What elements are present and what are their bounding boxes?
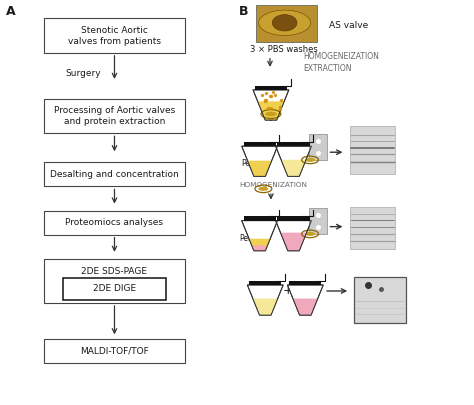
Ellipse shape [258, 187, 268, 191]
Text: E1: E1 [257, 299, 267, 308]
FancyBboxPatch shape [309, 208, 327, 234]
Text: 2DE SDS-PAGE: 2DE SDS-PAGE [82, 267, 147, 276]
Text: +: + [283, 284, 293, 298]
Ellipse shape [305, 232, 315, 236]
Polygon shape [247, 161, 272, 176]
Text: AS valve: AS valve [329, 21, 368, 30]
Text: A: A [6, 5, 16, 18]
Polygon shape [287, 285, 323, 315]
FancyBboxPatch shape [309, 134, 327, 160]
Polygon shape [242, 221, 277, 251]
Polygon shape [242, 146, 277, 176]
Text: Pellet: Pellet [241, 159, 262, 168]
Text: Desalting and concentration: Desalting and concentration [50, 170, 179, 179]
Text: HOMOGENEIZATION
EXTRACTION: HOMOGENEIZATION EXTRACTION [303, 53, 379, 72]
Polygon shape [253, 90, 289, 120]
Polygon shape [281, 232, 307, 251]
Polygon shape [253, 298, 278, 315]
FancyBboxPatch shape [354, 277, 406, 323]
FancyBboxPatch shape [44, 162, 185, 186]
Polygon shape [244, 142, 276, 146]
Text: MALDI-TOF/TOF: MALDI-TOF/TOF [80, 347, 149, 356]
Polygon shape [258, 101, 284, 120]
FancyBboxPatch shape [44, 339, 185, 363]
Polygon shape [255, 85, 287, 90]
Polygon shape [247, 285, 283, 315]
FancyBboxPatch shape [44, 19, 185, 53]
Text: E1: E1 [286, 159, 296, 168]
Text: Pellet: Pellet [239, 234, 261, 243]
Text: Proteomiocs analyses: Proteomiocs analyses [65, 218, 164, 227]
Text: E2: E2 [297, 299, 307, 308]
Ellipse shape [265, 112, 277, 116]
Polygon shape [249, 281, 282, 285]
Polygon shape [253, 245, 266, 251]
Text: 3 × PBS washes: 3 × PBS washes [250, 45, 318, 54]
FancyBboxPatch shape [44, 211, 185, 234]
Ellipse shape [305, 158, 315, 162]
Text: 2DE DIGE: 2DE DIGE [93, 284, 136, 294]
Text: E2: E2 [286, 234, 296, 243]
Polygon shape [293, 298, 318, 315]
Polygon shape [276, 221, 311, 251]
Polygon shape [289, 281, 321, 285]
Polygon shape [277, 216, 310, 221]
Polygon shape [281, 160, 306, 176]
FancyBboxPatch shape [44, 259, 185, 303]
FancyBboxPatch shape [350, 207, 395, 249]
Text: Stenotic Aortic
valves from patients: Stenotic Aortic valves from patients [68, 26, 161, 46]
FancyBboxPatch shape [44, 99, 185, 133]
Text: B: B [239, 5, 249, 18]
Text: Processing of Aortic valves
and protein extraction: Processing of Aortic valves and protein … [54, 106, 175, 126]
Ellipse shape [259, 10, 310, 36]
FancyBboxPatch shape [256, 5, 317, 42]
FancyBboxPatch shape [63, 278, 166, 300]
Polygon shape [249, 239, 270, 251]
Polygon shape [276, 146, 311, 176]
Polygon shape [277, 142, 310, 146]
FancyBboxPatch shape [350, 126, 395, 174]
Ellipse shape [273, 15, 297, 31]
Text: Surgery: Surgery [65, 69, 100, 78]
Polygon shape [244, 216, 276, 221]
Text: HOMOGENIZATION: HOMOGENIZATION [239, 182, 307, 188]
